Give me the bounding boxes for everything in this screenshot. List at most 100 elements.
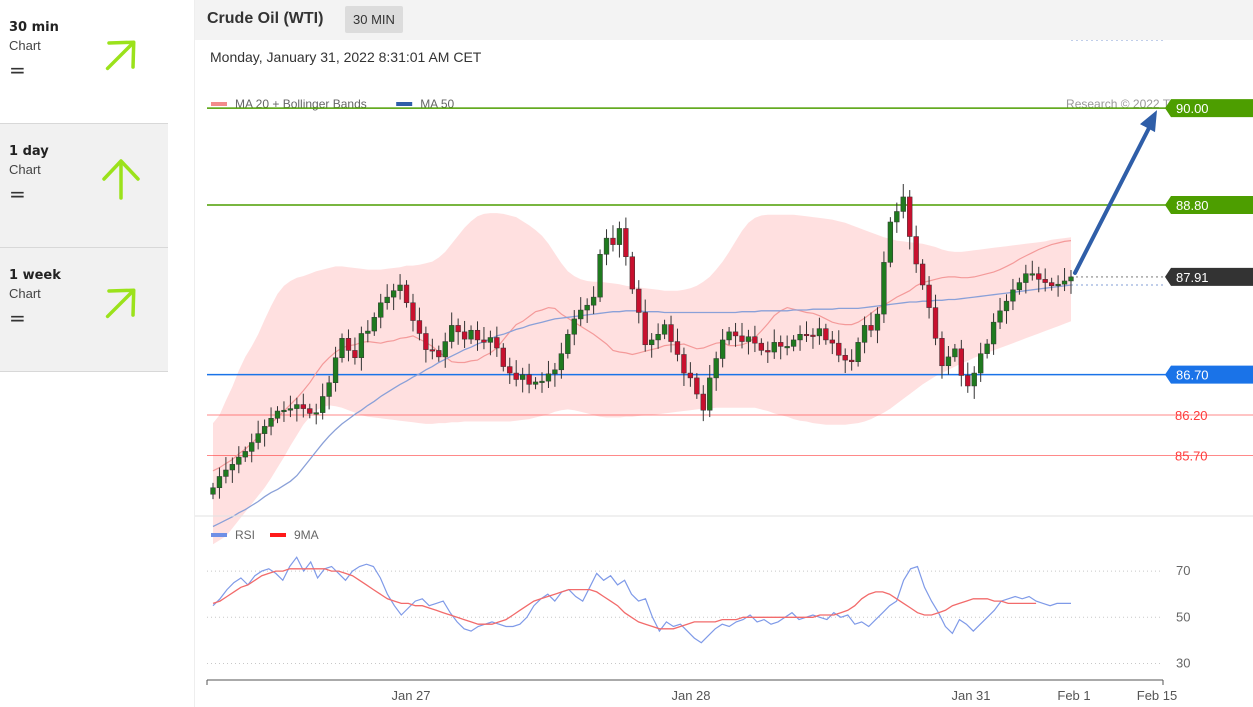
candle	[790, 339, 797, 347]
candle	[603, 237, 610, 255]
legend-label: RSI	[235, 528, 255, 542]
candle	[261, 426, 268, 434]
candle	[584, 304, 590, 311]
candle	[997, 310, 1003, 323]
price-chart[interactable]: MA 20 + Bollinger Bands MA 50 Research © 2…	[195, 40, 1253, 707]
timeframe-sub: Chart	[9, 286, 41, 301]
timeframe-1week[interactable]: 1 week Chart =	[0, 248, 168, 372]
candle	[1055, 283, 1061, 287]
candle	[861, 325, 868, 343]
candle	[1029, 273, 1035, 276]
candle	[326, 382, 332, 397]
candle	[797, 334, 803, 341]
candle	[287, 408, 294, 411]
candle	[520, 374, 526, 380]
arrow-shape	[105, 288, 136, 319]
candle	[823, 328, 829, 341]
level-tag: 86.70	[1165, 365, 1253, 384]
candle	[894, 211, 900, 223]
candle	[836, 342, 842, 356]
rsi-tick-label: 30	[1176, 655, 1190, 670]
arrow-shaft	[105, 289, 135, 319]
timeframe-1day[interactable]: 1 day Chart =	[0, 124, 168, 248]
candle	[855, 342, 861, 362]
up-arrow-icon	[102, 159, 140, 200]
candle	[623, 228, 629, 257]
candle	[416, 320, 423, 334]
timeframe-status: =	[9, 182, 26, 206]
up-right-arrow-icon	[105, 288, 136, 319]
candle	[352, 350, 358, 358]
candle	[423, 333, 429, 350]
candle	[771, 342, 777, 353]
timeframe-name: 1 week	[9, 268, 61, 283]
rsi-legend: RSI 9MA	[211, 528, 319, 542]
level-label: 85.70	[1175, 448, 1208, 463]
candle	[320, 396, 326, 413]
timeframe-status: =	[9, 306, 26, 330]
candle	[513, 372, 519, 380]
rsi-line	[212, 556, 1071, 644]
level-label: 87.91	[1176, 270, 1209, 285]
level-tag: 87.91	[1165, 267, 1253, 286]
candle	[965, 375, 971, 387]
candle	[732, 331, 739, 337]
candle	[313, 412, 319, 415]
candle	[565, 334, 571, 354]
candle	[868, 325, 874, 331]
candle	[939, 338, 945, 367]
candle	[223, 469, 229, 477]
candle	[849, 359, 855, 362]
candle	[268, 418, 274, 427]
candle	[339, 338, 345, 358]
candle	[236, 456, 242, 465]
candle	[242, 451, 248, 458]
legend-label: 9MA	[294, 528, 319, 542]
candle	[707, 377, 713, 411]
arrow-shape	[102, 159, 140, 200]
arrow-head	[102, 159, 140, 181]
candle	[1042, 279, 1048, 283]
level-label: 86.70	[1176, 368, 1209, 383]
candle	[461, 331, 468, 340]
candle	[610, 237, 616, 245]
arrow-head	[107, 288, 136, 317]
candle	[907, 196, 913, 237]
timeframe-badge[interactable]: 30 MIN	[345, 6, 403, 33]
candle	[655, 334, 661, 341]
candle	[958, 348, 964, 376]
candle	[1010, 289, 1016, 302]
candle	[984, 343, 990, 354]
candle	[371, 317, 377, 332]
level-label: 88.80	[1176, 198, 1209, 213]
timeframe-name: 1 day	[9, 144, 49, 159]
arrow-head	[107, 40, 136, 69]
candle	[758, 342, 764, 351]
candle	[571, 318, 577, 335]
candle	[616, 228, 623, 245]
timeframe-name: 30 min	[9, 20, 59, 35]
candle	[332, 357, 339, 383]
candle	[778, 342, 784, 347]
candle	[913, 236, 919, 265]
level-label: 86.20	[1175, 408, 1208, 423]
ma20-line	[212, 240, 1072, 472]
candle	[468, 329, 474, 340]
timeframe-30min[interactable]: 30 min Chart =	[0, 0, 168, 124]
level-tag-bg	[1165, 267, 1253, 286]
candle	[829, 339, 835, 344]
candle	[294, 404, 300, 409]
candle	[429, 349, 435, 352]
level-tag: 88.80	[1165, 196, 1253, 215]
candle	[590, 296, 597, 306]
candle	[765, 350, 771, 353]
candle	[900, 196, 906, 212]
timeframe-sub: Chart	[9, 162, 41, 177]
candles	[210, 184, 1074, 500]
candle	[971, 372, 977, 387]
candle	[597, 254, 603, 298]
candle	[274, 410, 281, 419]
candle	[990, 321, 997, 345]
candle	[694, 377, 700, 395]
candle	[410, 302, 416, 321]
